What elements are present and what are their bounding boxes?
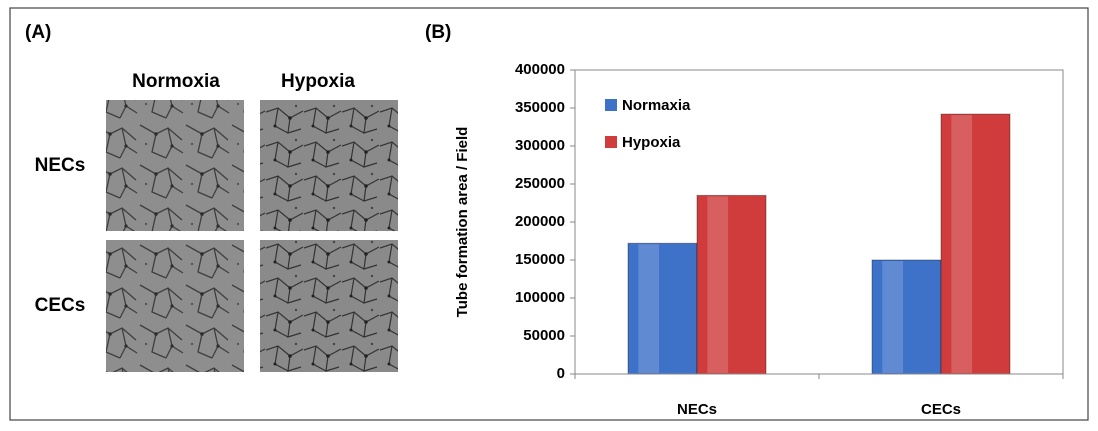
panel-b-label: (B) — [425, 22, 451, 43]
figure-border — [9, 7, 1089, 421]
panel-a-label: (A) — [25, 22, 51, 43]
y-tick-label: 50000 — [523, 327, 565, 344]
x-tick-label: CECs — [921, 401, 961, 418]
bar — [696, 194, 767, 375]
y-tick-label: 200000 — [515, 213, 565, 230]
bar-shine — [882, 261, 904, 373]
y-tick-label: 350000 — [515, 99, 565, 116]
bar-shine — [638, 244, 660, 373]
row-label: CECs — [35, 295, 86, 316]
legend-label: Normaxia — [622, 97, 691, 114]
legend-swatch — [605, 136, 617, 148]
column-header: Hypoxia — [281, 71, 355, 92]
y-tick-label: 100000 — [515, 289, 565, 306]
y-tick-label: 0 — [557, 365, 565, 382]
row-label: NECs — [35, 155, 86, 176]
micrograph — [106, 240, 244, 372]
bar-shine — [951, 115, 973, 373]
y-tick-label: 400000 — [515, 61, 565, 78]
column-header: Normoxia — [132, 71, 220, 92]
micrograph — [260, 100, 398, 231]
bar — [940, 113, 1011, 375]
bar — [871, 259, 942, 375]
micrograph — [260, 240, 398, 372]
micrograph — [106, 100, 244, 231]
y-tick-label: 250000 — [515, 175, 565, 192]
x-tick-label: NECs — [677, 401, 717, 418]
y-axis-title: Tube formation area / Field — [454, 127, 471, 318]
legend-label: Hypoxia — [622, 134, 681, 151]
plot: 0 50000 100000 150000 200000 250000 300000 3500… — [515, 61, 1064, 418]
y-tick-label: 300000 — [515, 137, 565, 154]
bar — [627, 242, 698, 375]
y-tick-label: 150000 — [515, 251, 565, 268]
bar-shine — [707, 196, 729, 373]
legend-swatch — [605, 99, 617, 111]
